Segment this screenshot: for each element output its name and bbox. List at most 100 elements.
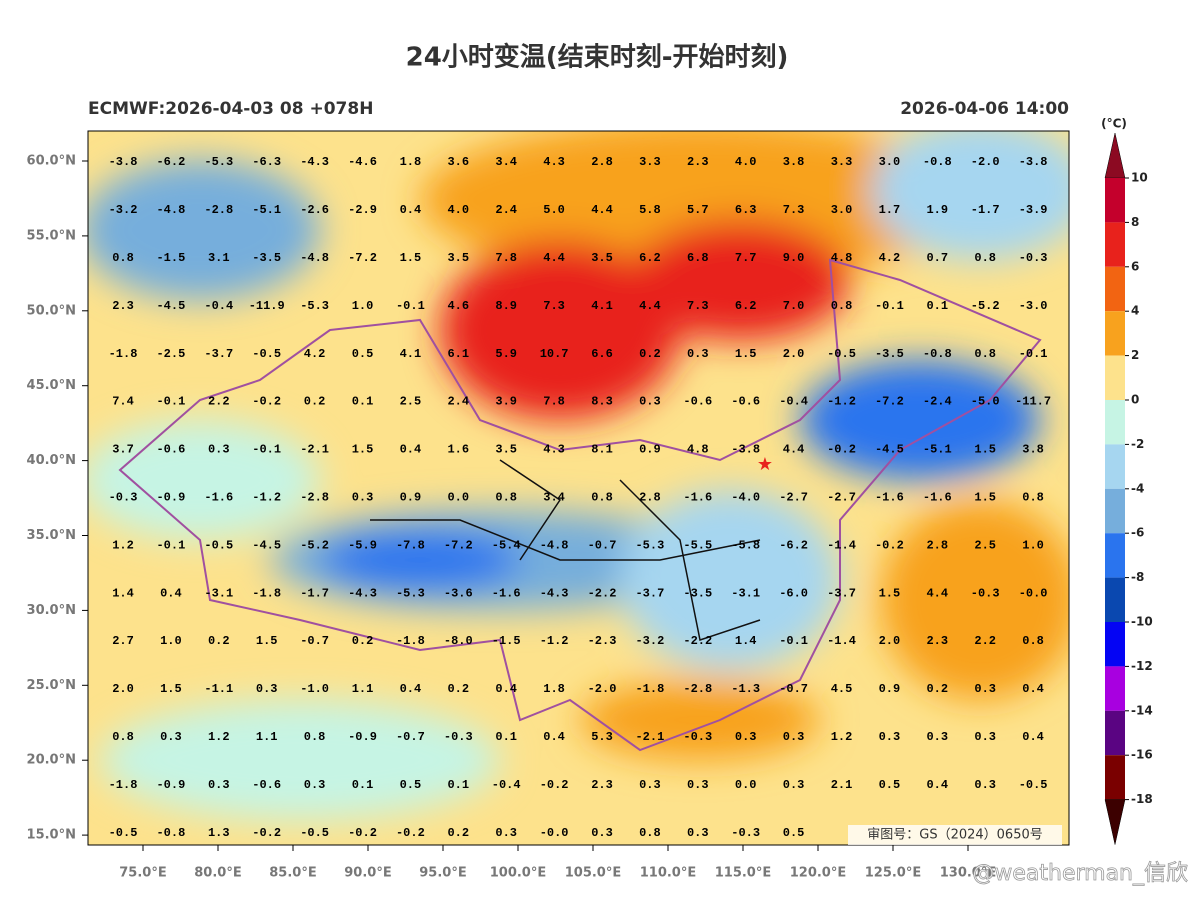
grid-value: -4.5 (252, 538, 281, 552)
lat-tick-label: 20.0°N (27, 753, 76, 768)
lon-tick-label: 110.0°E (640, 866, 697, 881)
grid-value: 4.2 (879, 251, 901, 265)
grid-value: -0.2 (348, 826, 377, 840)
grid-value: 0.3 (639, 778, 661, 792)
grid-value: 0.2 (639, 347, 661, 361)
grid-value: 4.8 (831, 251, 853, 265)
title: 24小时变温(结束时刻-开始时刻) (406, 42, 789, 73)
field (88, 131, 1069, 845)
grid-value: 4.4 (591, 203, 613, 217)
grid-value: -2.6 (300, 203, 329, 217)
grid-value: -2.8 (300, 490, 329, 504)
grid-value: -5.2 (971, 299, 1000, 313)
grid-value: 1.0 (1022, 538, 1044, 552)
grid-value: -3.1 (731, 586, 760, 600)
grid-value: -4.8 (540, 538, 569, 552)
grid-value: -0.8 (156, 826, 185, 840)
grid-value: -3.5 (252, 251, 281, 265)
grid-value: 0.4 (400, 682, 422, 696)
grid-value: 1.0 (160, 634, 182, 648)
grid-value: 7.8 (543, 395, 565, 409)
grid-value: 1.5 (879, 586, 901, 600)
grid-value: -0.8 (923, 347, 952, 361)
grid-value: -1.5 (492, 634, 521, 648)
grid-value: 3.1 (208, 251, 230, 265)
grid-value: -2.8 (204, 203, 233, 217)
colorbar-band (1105, 710, 1125, 756)
grid-value: 0.5 (783, 826, 805, 840)
lat-tick-label: 50.0°N (27, 303, 76, 318)
grid-value: -1.1 (204, 682, 233, 696)
grid-value: 4.4 (543, 251, 565, 265)
grid-value: 6.2 (735, 299, 757, 313)
grid-value: -1.6 (923, 490, 952, 504)
grid-value: 3.7 (112, 443, 134, 457)
grid-value: -0.2 (540, 778, 569, 792)
grid-value: 3.9 (495, 395, 517, 409)
lat-tick-label: 60.0°N (27, 154, 76, 169)
grid-value: -8.0 (444, 634, 473, 648)
colorbar-band (1105, 222, 1125, 267)
grid-value: -0.7 (396, 730, 425, 744)
grid-value: 2.4 (495, 203, 517, 217)
grid-value: 0.3 (783, 730, 805, 744)
colorbar-band (1105, 577, 1125, 622)
grid-value: 1.1 (256, 730, 278, 744)
grid-value: 2.2 (208, 395, 230, 409)
grid-value: 1.4 (112, 586, 134, 600)
grid-value: 1.4 (735, 634, 757, 648)
grid-value: 0.2 (447, 682, 469, 696)
colorbar-label: -16 (1131, 748, 1153, 762)
grid-value: -0.3 (444, 730, 473, 744)
grid-value: 0.5 (879, 778, 901, 792)
approval-box (848, 825, 1062, 845)
grid-value: 0.3 (687, 347, 709, 361)
grid-value: -0.3 (1019, 251, 1048, 265)
grid-value: 10.7 (540, 347, 569, 361)
grid-value: -3.6 (444, 586, 473, 600)
grid-value: 7.7 (735, 251, 757, 265)
grid-value: -1.4 (827, 634, 856, 648)
grid-value: 2.5 (974, 538, 996, 552)
grid-value: 0.1 (352, 395, 374, 409)
grid-value: -5.3 (635, 538, 664, 552)
colorbar-label: -18 (1131, 792, 1153, 806)
grid-value: -5.2 (300, 538, 329, 552)
grid-value: 0.3 (974, 682, 996, 696)
grid-value: 5.3 (591, 730, 613, 744)
grid-value: 0.8 (112, 730, 134, 744)
grid-value: 1.5 (974, 490, 996, 504)
grid-value: 4.4 (639, 299, 661, 313)
grid-value: 2.3 (687, 155, 709, 169)
grid-value: -0.6 (156, 443, 185, 457)
grid-value: 3.3 (831, 155, 853, 169)
grid-value: 2.4 (447, 395, 469, 409)
lon-tick-label: 130.0°E (940, 866, 997, 881)
capital-star: ★ (757, 454, 773, 475)
colorbar-band (1105, 400, 1125, 445)
grid-value: -0.1 (156, 538, 185, 552)
grid-value: 0.1 (495, 730, 517, 744)
grid-value: 0.0 (447, 490, 469, 504)
grid-value: -1.2 (540, 634, 569, 648)
init-label: ECMWF:2026-04-03 08 +078H (88, 99, 373, 119)
colorbar-label: 10 (1131, 171, 1148, 185)
grid-value: -4.6 (348, 155, 377, 169)
grid-value: 2.3 (112, 299, 134, 313)
grid-value: 3.5 (495, 443, 517, 457)
grid-value: -5.9 (348, 538, 377, 552)
grid-value: -3.8 (1019, 155, 1048, 169)
grid-value: 4.1 (400, 347, 422, 361)
colorbar-band (1105, 444, 1125, 489)
grid-value: 1.3 (208, 826, 230, 840)
grid-value: 0.4 (400, 203, 422, 217)
grid-value: 1.2 (112, 538, 134, 552)
grid-value: -0.2 (396, 826, 425, 840)
grid-value: 4.4 (926, 586, 948, 600)
grid-value: -2.8 (683, 682, 712, 696)
grid-value: 6.8 (687, 251, 709, 265)
grid-value: -1.8 (109, 778, 138, 792)
grid-value: 6.1 (447, 347, 469, 361)
grid-value: 0.1 (447, 778, 469, 792)
grid-value: -5.1 (923, 443, 952, 457)
